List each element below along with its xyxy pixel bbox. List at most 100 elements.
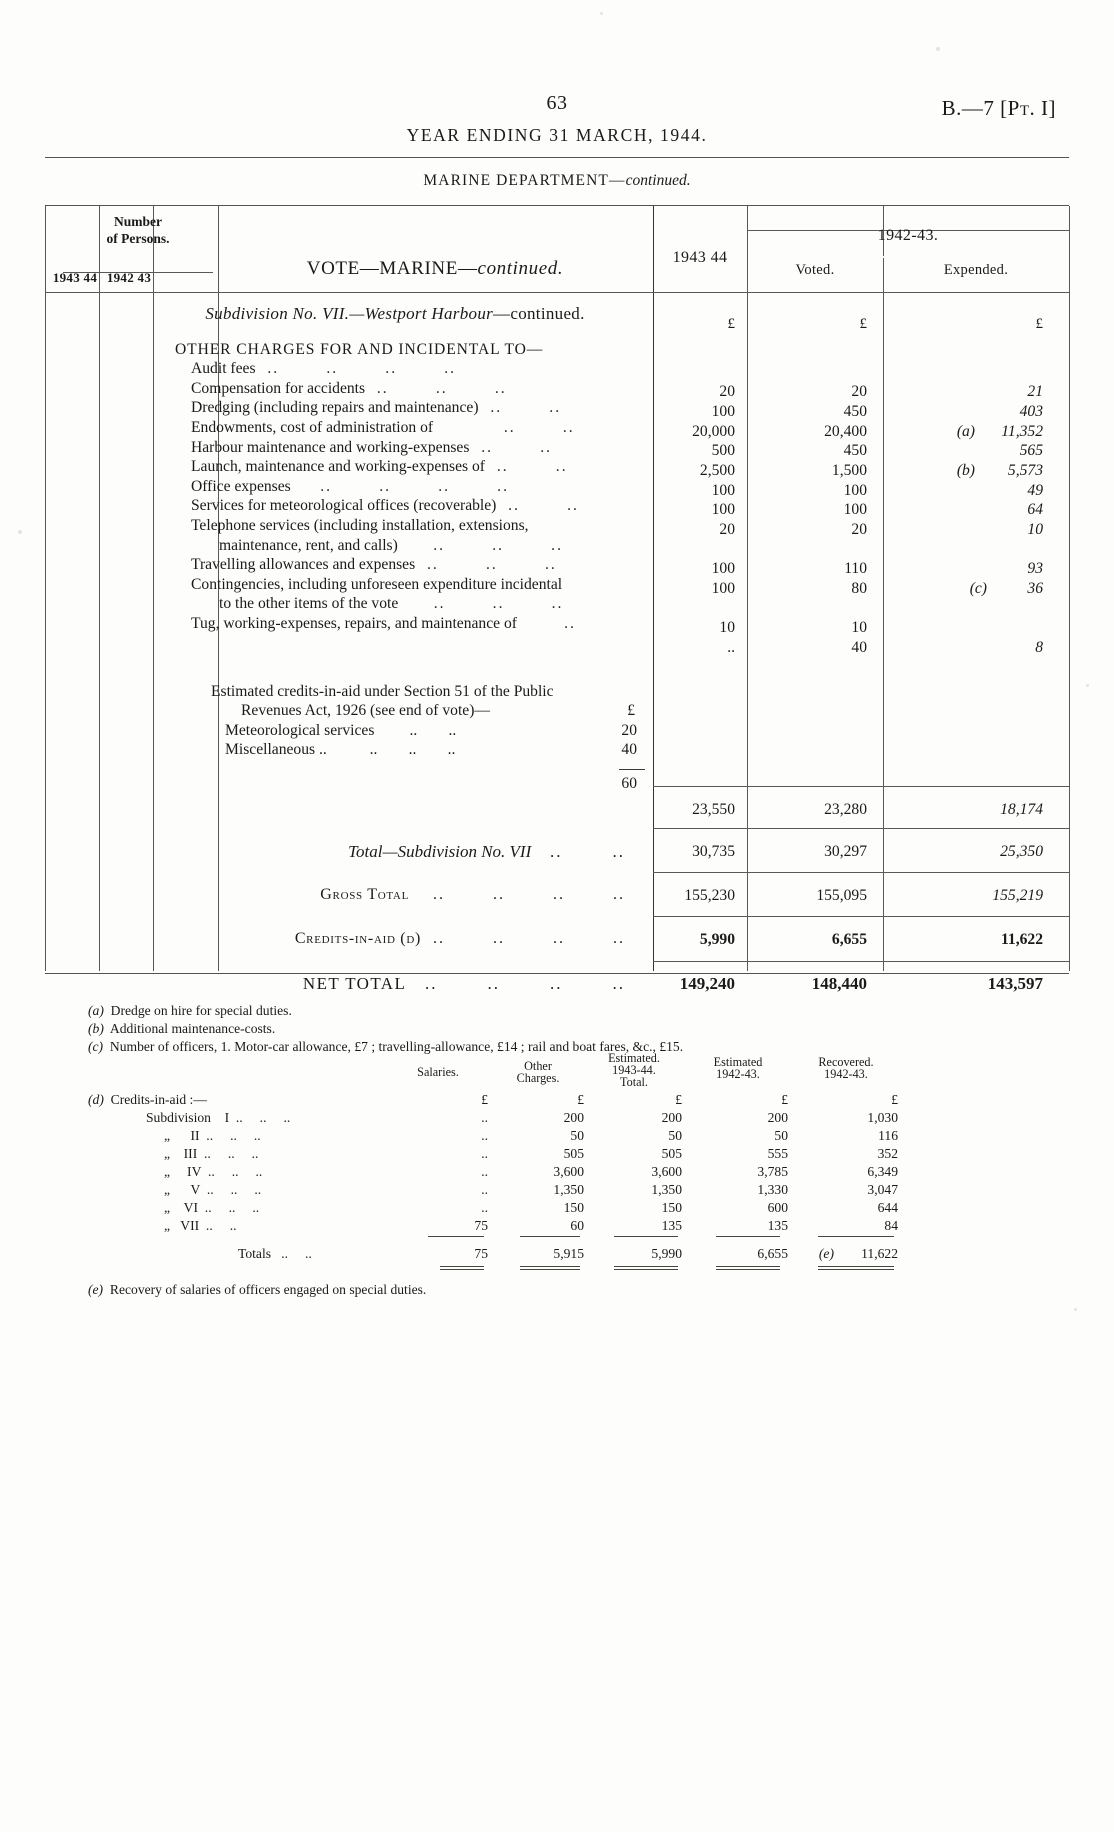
column-header-voted: Voted. [795, 262, 835, 278]
credits-in-aid-voted: 6,655 [831, 931, 867, 948]
credits-header-recovered-l1: Recovered. [818, 1055, 874, 1069]
credits-cell-total: 50 [668, 1128, 682, 1143]
cell-voted: 40 [851, 639, 867, 656]
cell-voted: 20 [851, 383, 867, 400]
ditto-mark: „ [164, 1218, 171, 1233]
rule-below-subtotal [653, 828, 1069, 829]
credits-pound-total: £ [675, 1092, 682, 1107]
credits-cell-other: 60 [570, 1218, 584, 1233]
footnote-mark-b: (b) [956, 462, 975, 479]
list-item: Harbour maintenance and working-expenses… [191, 438, 552, 456]
credits-cell-est42: 555 [767, 1146, 788, 1161]
subtotal-voted: 23,280 [824, 801, 867, 818]
table-bottom-rule [45, 973, 1069, 974]
total-subdivision-expended: 25,350 [1000, 843, 1043, 860]
list-item: Launch, maintenance and working-expenses… [191, 458, 568, 476]
department-heading: MARINE DEPARTMENT—continued. [423, 172, 691, 189]
credits-cell-total: 150 [661, 1200, 682, 1215]
voted-expended-divider-head [883, 206, 884, 256]
credits-cell-salaries: .. [481, 1128, 488, 1143]
credits-cell-total: 1,350 [651, 1182, 682, 1197]
column-header-expended: Expended. [943, 262, 1009, 278]
credits-cell-total: 3,600 [651, 1164, 682, 1179]
cell-1943-44: 20 [719, 521, 735, 538]
cell-1943-44: 2,500 [699, 462, 735, 479]
subdivision-continued: —continued. [493, 304, 585, 323]
header-rule-2 [45, 205, 1069, 206]
cell-voted: 450 [843, 442, 867, 459]
credits-table-caption: (d) Credits-in-aid :— [88, 1092, 207, 1107]
cell-expended: 93 [1027, 560, 1043, 577]
footnote-c: (c) Number of officers, 1. Motor-car all… [88, 1038, 683, 1056]
leader-dots: .. .. .. .. [290, 477, 509, 495]
credits-in-aid-1943-44: 5,990 [699, 931, 735, 948]
credits-cell-salaries: .. [481, 1110, 488, 1125]
description-column: Subdivision No. VII.—Westport Harbour—co… [175, 304, 645, 792]
credits-row-roman: VI [183, 1200, 198, 1215]
leader-dots: .. .. .. .. [315, 741, 456, 759]
credits-caption-mark: (d) [88, 1092, 104, 1107]
credits-cell-rec42: 3,047 [867, 1182, 898, 1197]
subtotal-1943-44: 23,550 [692, 801, 735, 818]
credits-block-rule [619, 768, 645, 770]
cell-expended: 8 [1035, 639, 1043, 656]
credits-cell-est42: 1,330 [757, 1182, 788, 1197]
cell-1943-44: 100 [711, 560, 735, 577]
ditto-mark: „ [164, 1128, 171, 1143]
footnote-text: Additional maintenance-costs. [109, 1021, 276, 1036]
rule-1942-43-span [747, 230, 1069, 231]
credits-row-roman: IV [187, 1164, 202, 1179]
credits-total-salaries: 75 [474, 1246, 488, 1261]
cell-voted: 100 [843, 482, 867, 499]
cell-voted: 110 [844, 560, 867, 577]
credits-block-line-2: Revenues Act, 1926 (see end of vote)— £ [241, 702, 635, 720]
footnote-mark: (b) [88, 1021, 104, 1036]
subdivision-heading: Subdivision No. VII.—Westport Harbour—co… [205, 304, 585, 323]
credits-header-est-1942-43-l2: 1942-43. [716, 1067, 760, 1081]
rule-persons-split [63, 272, 213, 273]
leader-dots: .. .. [374, 721, 457, 739]
cell-voted: 1,500 [831, 462, 867, 479]
cell-expended: 403 [1019, 403, 1043, 420]
cell-voted: 450 [843, 403, 867, 420]
cell-1943-44: 20,000 [692, 423, 735, 440]
double-rule-other [520, 1266, 580, 1270]
cell-1943-44: 20 [719, 383, 735, 400]
credits-cell-rec42: 644 [877, 1200, 898, 1215]
total-subdivision-voted: 30,297 [824, 843, 867, 860]
credits-header-estimated-l3: Total. [620, 1075, 648, 1089]
leader-dots: .. .. .. .. [421, 930, 625, 947]
footnote-mark-a: (a) [956, 423, 975, 440]
credits-row-label: „ VII .. .. [164, 1218, 237, 1233]
credits-header-salaries: Salaries. [417, 1065, 459, 1079]
description-col-left-border [218, 206, 219, 971]
leader-dots: .. .. [496, 497, 579, 515]
credits-totals-label: Totals .. .. [238, 1246, 312, 1261]
footnote-a: (a) Dredge on hire for special duties. [88, 1002, 292, 1020]
ditto-mark: „ [164, 1182, 171, 1197]
leader-dots: .. .. [433, 418, 575, 436]
credits-header-estimated-l2: 1943-44. [612, 1063, 656, 1077]
gross-total-label: Gross Total .. .. .. .. [320, 886, 625, 903]
rule-above-subtotal [653, 786, 1069, 787]
footnote-mark-c: (c) [969, 580, 987, 597]
leader-dots: .. .. .. .. [406, 974, 625, 993]
leader-dots: .. .. .. .. [255, 360, 457, 378]
footnote-mark-e: (e) [818, 1246, 834, 1261]
credits-cell-other: 50 [570, 1128, 584, 1143]
table-right-border [1069, 206, 1070, 971]
rule-below-credits [653, 961, 1069, 962]
list-item: Compensation for accidents .. .. .. [191, 379, 507, 397]
cell-expended: 49 [1027, 482, 1043, 499]
credits-in-aid-expended: 11,622 [1000, 931, 1043, 948]
credits-row-label: „ V .. .. .. [164, 1182, 262, 1197]
leader-dots: .. [516, 614, 576, 632]
credits-cell-salaries: .. [481, 1146, 488, 1161]
list-item: Contingencies, including unforeseen expe… [191, 575, 563, 593]
column-header-1942-43: 1942-43. [877, 227, 939, 244]
subtotal-expended: 18,174 [1000, 801, 1043, 818]
credits-row-label: „ II .. .. .. [164, 1128, 261, 1143]
credits-total-est42: 6,655 [757, 1246, 788, 1261]
rule-below-gross-total [653, 916, 1069, 917]
